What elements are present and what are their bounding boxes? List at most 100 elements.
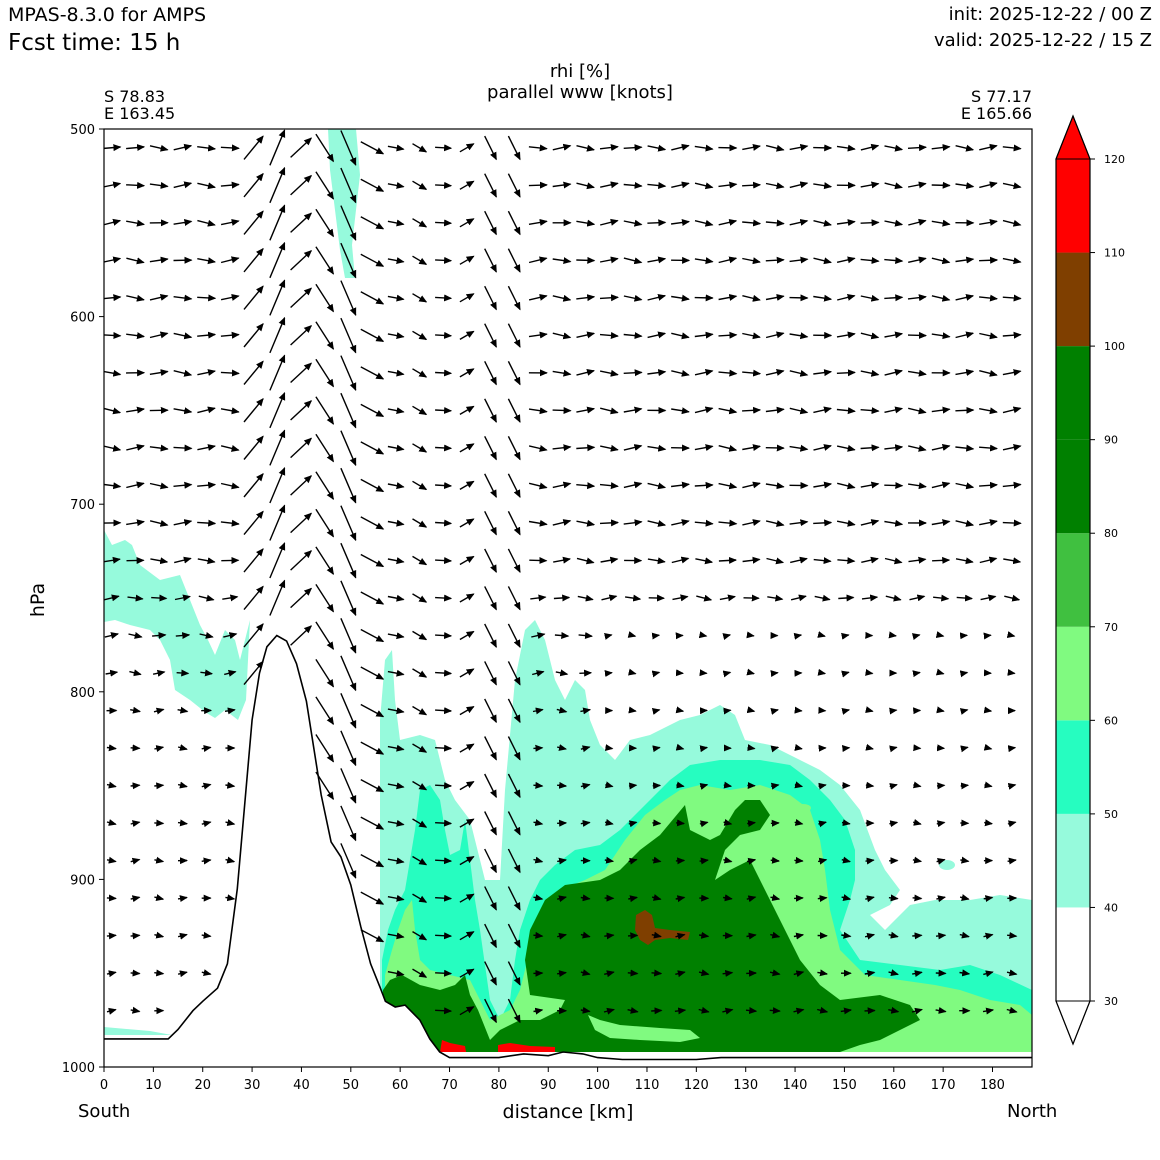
wind-vector xyxy=(387,744,405,752)
wind-vector xyxy=(484,510,497,536)
colorbar-band xyxy=(1056,159,1090,253)
wind-vector xyxy=(647,144,667,152)
wind-vector xyxy=(269,466,286,504)
wind-vector xyxy=(435,482,453,490)
x-tick-label: 150 xyxy=(832,1078,857,1093)
wind-vector xyxy=(106,819,117,826)
wind-vector xyxy=(576,256,596,264)
wind-vector xyxy=(315,546,334,575)
wind-vector xyxy=(315,696,334,726)
wind-vector xyxy=(647,293,667,301)
wind-vector xyxy=(674,1007,687,1015)
wind-vector xyxy=(861,594,879,602)
wind-vector xyxy=(533,744,544,752)
wind-vector xyxy=(243,660,264,686)
wind-vector xyxy=(931,257,951,265)
wind-vector xyxy=(651,708,661,715)
wind-vector xyxy=(197,331,217,339)
wind-vector xyxy=(387,969,405,977)
wind-vector xyxy=(747,820,756,827)
wind-vector xyxy=(340,580,357,617)
wind-vector xyxy=(435,857,453,865)
y-tick-label: 700 xyxy=(70,498,95,513)
wind-vector xyxy=(765,256,785,264)
wind-vector xyxy=(817,668,827,676)
wind-vector xyxy=(604,744,614,752)
wind-vector xyxy=(813,369,833,377)
wind-vector xyxy=(746,668,755,676)
wind-vector xyxy=(360,929,385,943)
wind-vector xyxy=(623,519,643,527)
wind-vector xyxy=(603,633,613,640)
wind-vector xyxy=(671,481,690,489)
wind-vector xyxy=(765,144,785,152)
wind-vector xyxy=(841,894,852,901)
wind-vector xyxy=(889,745,898,753)
wind-vector xyxy=(699,745,709,753)
wind-vector xyxy=(507,248,521,273)
wind-vector xyxy=(746,857,757,865)
x-tick-label: 100 xyxy=(585,1078,610,1093)
wind-vector xyxy=(507,285,521,311)
wind-vector xyxy=(126,519,145,527)
x-tick-label: 140 xyxy=(783,1078,808,1093)
wind-vector xyxy=(197,519,217,527)
wind-vector xyxy=(694,257,714,265)
x-tick-label: 170 xyxy=(931,1078,956,1093)
wind-vector xyxy=(599,482,619,490)
wind-vector xyxy=(765,369,785,376)
wind-vector xyxy=(154,819,165,827)
wind-vector xyxy=(836,407,856,415)
wind-vector xyxy=(507,360,521,386)
wind-vector xyxy=(908,218,927,226)
wind-vector xyxy=(412,293,428,303)
wind-vector xyxy=(766,557,785,565)
wind-vector xyxy=(269,129,286,166)
plot-frame xyxy=(103,128,1033,1068)
wind-vector xyxy=(627,932,639,940)
wind-vector xyxy=(340,505,357,542)
wind-vector xyxy=(106,1007,117,1015)
wind-vector xyxy=(435,519,453,527)
wind-vector xyxy=(884,257,904,265)
wind-vector xyxy=(746,631,755,639)
wind-vector xyxy=(555,669,569,677)
wind-vector xyxy=(459,255,475,265)
wind-vector xyxy=(507,661,521,686)
colorbar-band xyxy=(1056,720,1090,814)
wind-vector xyxy=(340,280,357,317)
wind-vector xyxy=(104,482,122,490)
rhi-region-left xyxy=(104,530,250,720)
wind-vector xyxy=(387,332,405,339)
wind-vector xyxy=(838,594,855,602)
wind-vector xyxy=(718,482,738,490)
wind-vector xyxy=(933,594,950,602)
wind-vector xyxy=(360,253,385,267)
wind-vector xyxy=(201,820,212,828)
wind-vector xyxy=(742,257,761,265)
wind-vector xyxy=(220,218,240,226)
wind-vector xyxy=(601,594,618,602)
wind-vector xyxy=(243,247,264,273)
wind-vector xyxy=(623,144,643,152)
wind-vector xyxy=(130,782,141,790)
wind-vector xyxy=(841,708,851,715)
wind-vector xyxy=(507,698,521,724)
wind-vector xyxy=(604,932,615,940)
wind-vector xyxy=(837,557,856,565)
wind-vector xyxy=(794,706,803,714)
wind-vector xyxy=(412,480,428,491)
wind-vector xyxy=(315,171,334,200)
wind-vector xyxy=(484,811,497,836)
wind-vector xyxy=(340,130,357,166)
wind-vector xyxy=(955,406,975,414)
wind-vector xyxy=(722,1007,734,1015)
wind-vector xyxy=(818,820,827,828)
wind-vector xyxy=(552,406,572,414)
colorbar-tick-label: 30 xyxy=(1104,995,1118,1008)
wind-vector xyxy=(576,444,596,452)
wind-vector xyxy=(888,631,897,639)
wind-vector xyxy=(435,632,453,640)
terrain-outline xyxy=(104,634,1032,1061)
wind-vector xyxy=(290,512,313,534)
